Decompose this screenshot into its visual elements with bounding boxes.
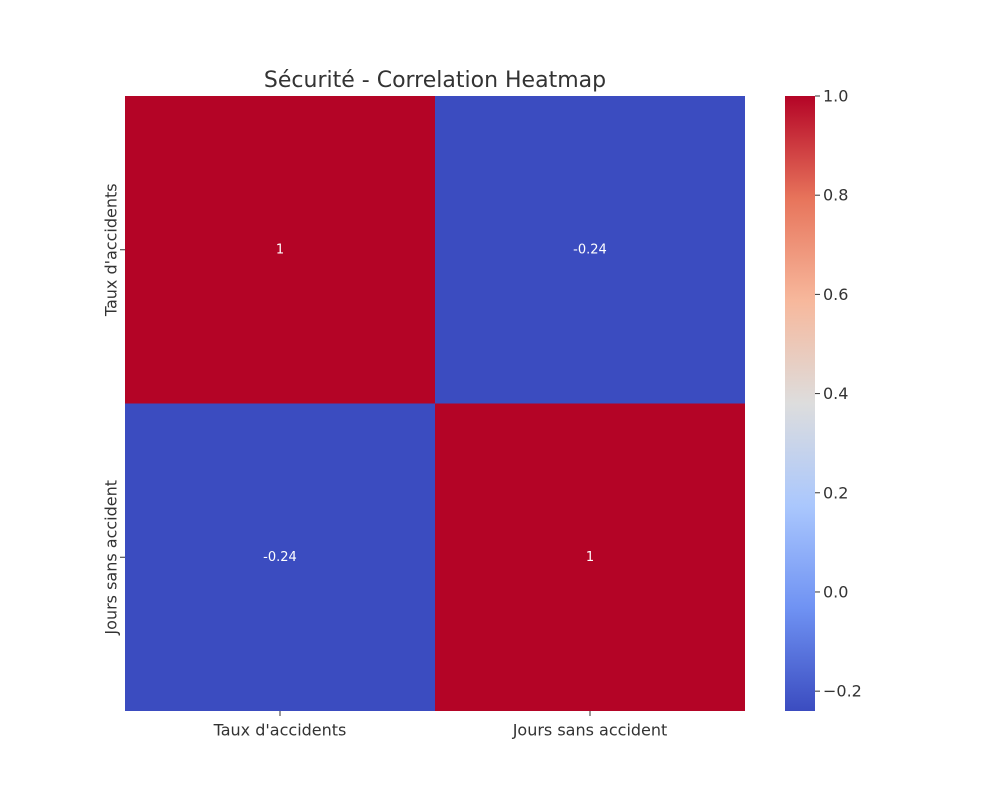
y-axis: Taux d'accidents Jours sans accident	[102, 183, 125, 636]
cell-annotation: 1	[276, 242, 284, 257]
colorbar-tick-label: 0.6	[823, 285, 848, 304]
heatmap-cell	[435, 403, 745, 711]
colorbar-tick-label: 0.2	[823, 483, 848, 502]
cell-annotation: -0.24	[573, 242, 607, 257]
colorbar-tick-label: −0.2	[823, 682, 862, 701]
colorbar-tick-label: 0.4	[823, 384, 848, 403]
chart-title: Sécurité - Correlation Heatmap	[264, 68, 606, 93]
y-tick-label: Jours sans accident	[102, 480, 121, 636]
colorbar-gradient-bar	[785, 96, 815, 711]
colorbar-tick-label: 1.0	[823, 87, 848, 106]
heatmap-cell	[435, 96, 745, 404]
heatmap-cell	[125, 96, 435, 404]
cell-annotation: -0.24	[263, 550, 297, 565]
y-tick-label: Taux d'accidents	[102, 183, 121, 317]
x-tick-label: Taux d'accidents	[213, 721, 347, 740]
heatmap-annotations: 1 -0.24 -0.24 1	[263, 242, 607, 565]
x-axis: Taux d'accidents Jours sans accident	[213, 711, 668, 740]
cell-annotation: 1	[586, 550, 594, 565]
x-tick-label: Jours sans accident	[512, 721, 668, 740]
colorbar-ticks: −0.2 0.0 0.2 0.4 0.6 0.8 1.0	[815, 87, 862, 701]
colorbar-tick-label: 0.8	[823, 186, 848, 205]
heatmap-grid	[125, 96, 745, 711]
heatmap-cell	[125, 403, 435, 711]
colorbar: −0.2 0.0 0.2 0.4 0.6 0.8 1.0	[785, 87, 862, 711]
colorbar-tick-label: 0.0	[823, 582, 848, 601]
